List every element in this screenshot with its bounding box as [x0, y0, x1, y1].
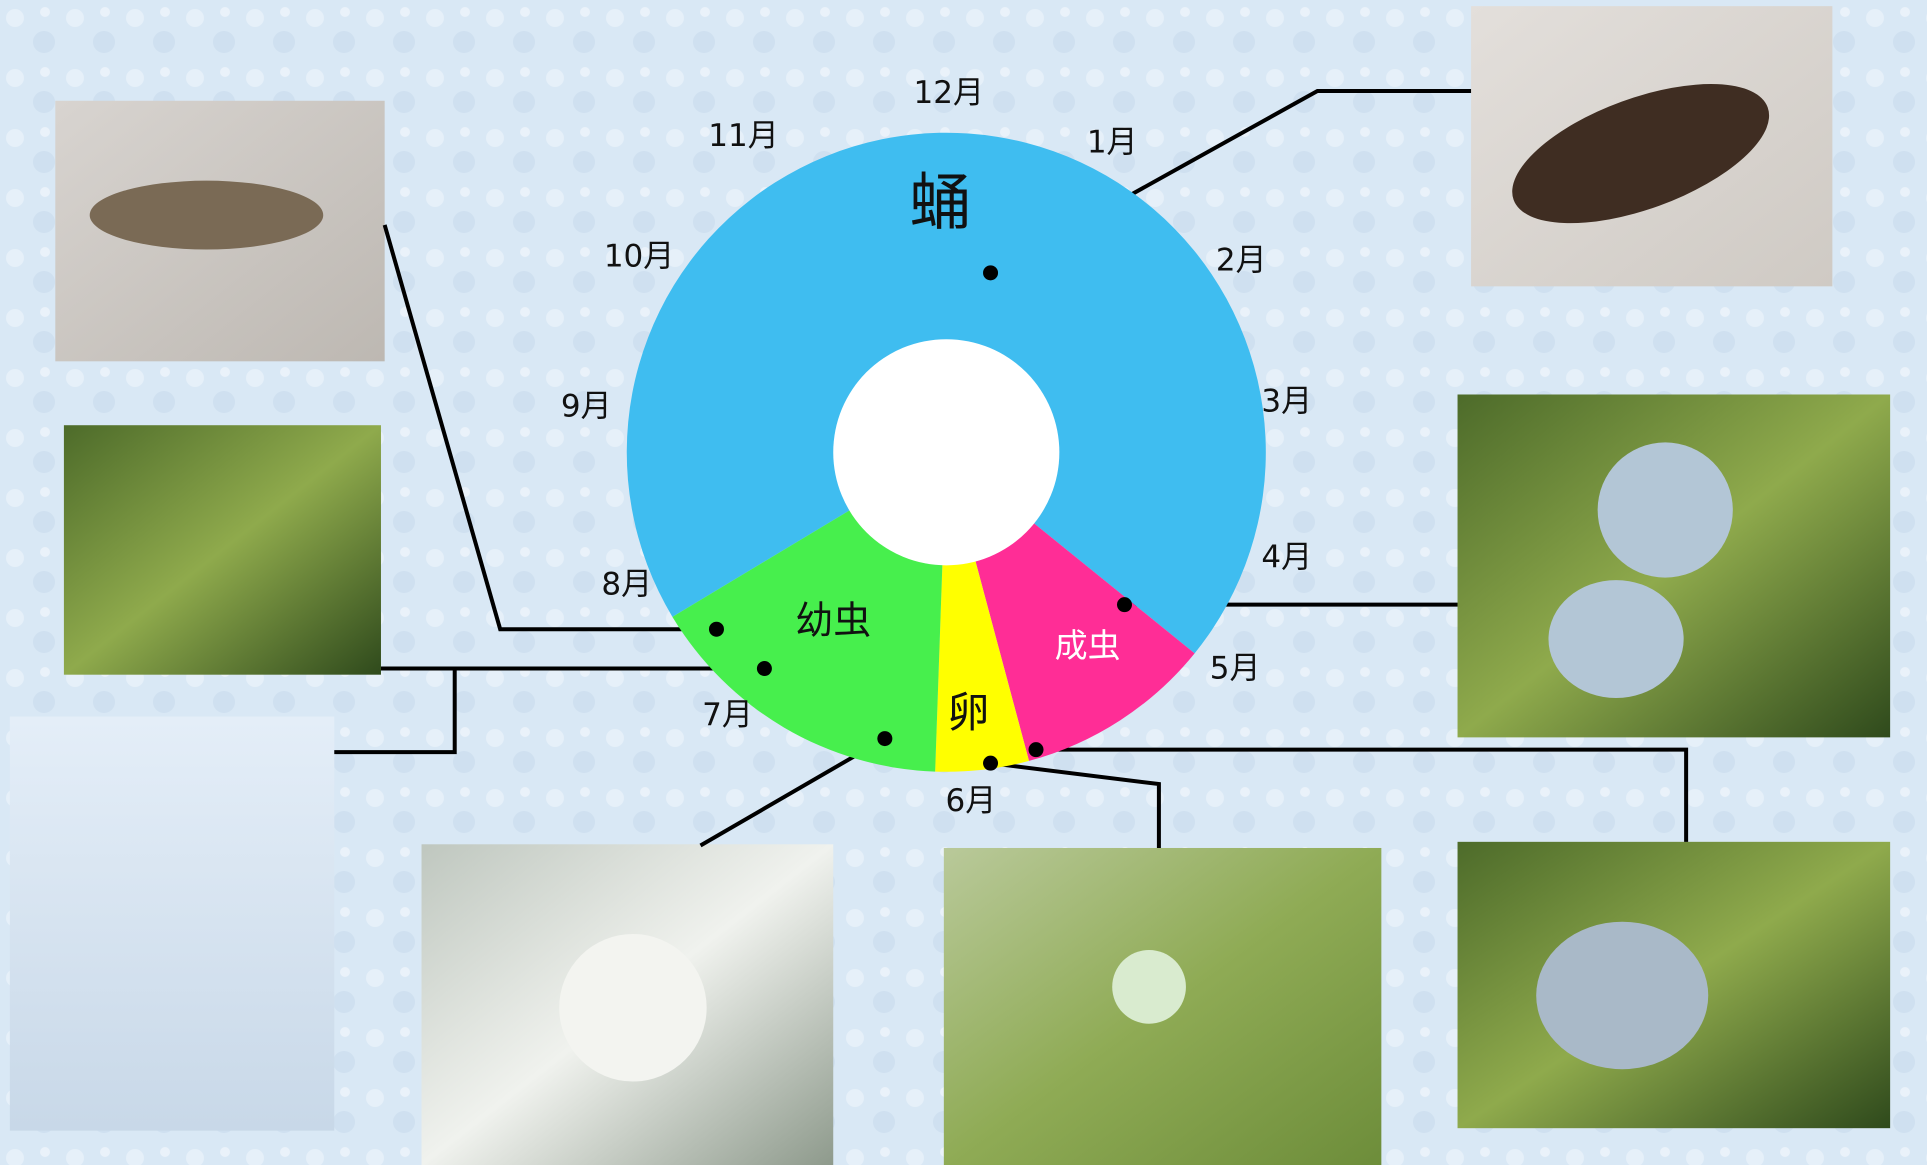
stage-label-pupa: 蛹	[909, 166, 971, 239]
stage-label-egg: 卵	[947, 688, 989, 737]
donut-hole	[833, 339, 1059, 565]
stage-label-adult: 成虫	[1055, 626, 1121, 665]
connector-dot	[1117, 597, 1132, 612]
month-label: 12月	[914, 75, 984, 111]
egg-shape	[559, 934, 706, 1081]
month-label: 1月	[1087, 124, 1138, 160]
butterfly-shape	[1548, 580, 1683, 698]
connector-dot	[1029, 742, 1044, 757]
month-label: 3月	[1261, 384, 1312, 420]
month-label: 4月	[1261, 540, 1312, 576]
month-label: 8月	[601, 567, 652, 603]
photo-larva-ants	[64, 425, 381, 674]
month-label: 2月	[1216, 242, 1267, 278]
connector-dot	[709, 622, 724, 637]
connector-dot	[757, 661, 772, 676]
connector-dot	[983, 265, 998, 280]
caterpillar-shape	[90, 181, 324, 250]
butterfly-shape	[1536, 922, 1708, 1069]
month-label: 5月	[1210, 650, 1261, 686]
stage-label-larva: 幼虫	[795, 599, 871, 643]
butterfly-shape	[1598, 442, 1733, 577]
month-label: 11月	[708, 118, 778, 154]
egg-shape	[1112, 950, 1186, 1024]
connector-dot	[983, 756, 998, 771]
photo-plant-ants	[10, 716, 334, 1130]
month-label: 7月	[702, 697, 753, 733]
connector-dot	[877, 731, 892, 746]
month-label: 6月	[946, 783, 997, 819]
month-label: 10月	[604, 239, 674, 275]
month-label: 9月	[561, 389, 612, 425]
life-cycle-diagram: 1月 2月 3月 4月 5月 6月 7月 8月 9月 10月 11月 12月蛹幼虫卵 成虫	[0, 0, 1927, 1165]
